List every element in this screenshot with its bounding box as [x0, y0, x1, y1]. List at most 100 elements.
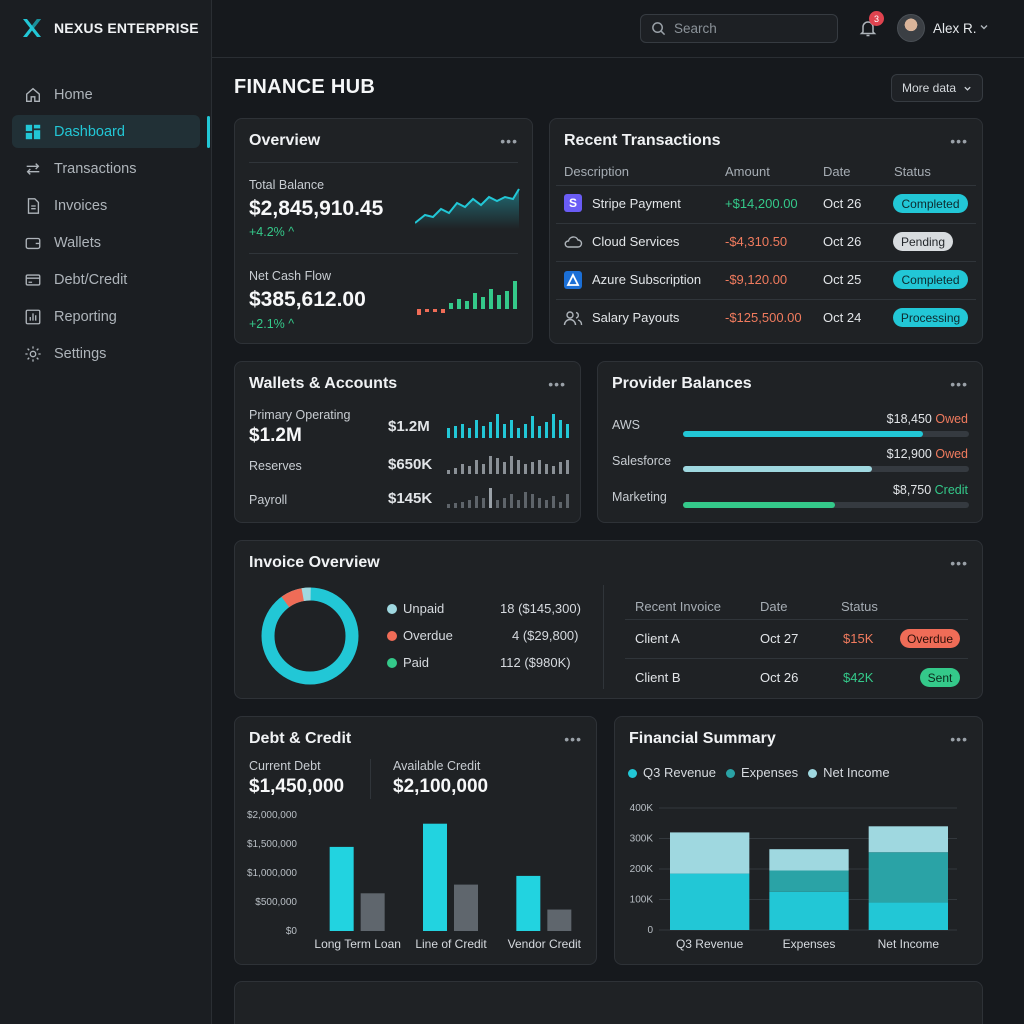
x-tick-label: Net Income [878, 937, 940, 951]
bar [360, 893, 385, 931]
table-row[interactable]: Client A Oct 27 $15K Overdue [625, 620, 970, 658]
legend-item: Q3 Revenue [628, 765, 716, 780]
table-row[interactable]: Cloud Services -$4,310.50 Oct 26 Pending [550, 224, 982, 262]
y-tick-label: $500,000 [255, 897, 297, 908]
transaction-description: Salary Payouts [592, 310, 680, 325]
people-icon [563, 311, 583, 326]
provider-balance-fill [683, 431, 924, 437]
chevron-down-icon [964, 86, 971, 91]
wallets-accounts-card: Wallets & Accounts ••• Primary Operating… [234, 361, 581, 523]
column-header-date: Date [823, 164, 851, 179]
total-balance-label: Total Balance [249, 178, 325, 192]
debt-more-icon[interactable]: ••• [564, 731, 582, 747]
y-tick-label: $2,000,000 [247, 810, 297, 821]
provider-balance-bar [683, 502, 969, 508]
transactions-more-icon[interactable]: ••• [950, 133, 968, 149]
sidebar-item-transactions[interactable]: Transactions [12, 152, 200, 185]
status-badge: Overdue [900, 629, 960, 648]
provider-state: Credit [934, 483, 968, 497]
invoice-legend-item: Paid [387, 655, 429, 670]
providers-more-icon[interactable]: ••• [950, 376, 968, 392]
sidebar-item-home[interactable]: Home [12, 78, 200, 111]
x-tick-label: Long Term Loan [314, 937, 401, 951]
cash-flow-bars [417, 281, 517, 315]
overview-more-icon[interactable]: ••• [500, 133, 518, 149]
net-cash-flow-label: Net Cash Flow [249, 269, 331, 283]
y-tick-label: 200K [630, 864, 654, 875]
account-value: $650K [388, 456, 433, 473]
provider-amount-value: $12,900 [886, 447, 932, 461]
bar-segment [769, 870, 849, 892]
y-tick-label: 100K [630, 895, 654, 906]
status-badge: Pending [893, 232, 953, 251]
sidebar-item-label: Debt/Credit [54, 271, 128, 288]
transaction-description: Azure Subscription [592, 272, 702, 287]
transaction-amount: +$14,200.00 [725, 196, 798, 211]
active-nav-indicator [207, 116, 210, 148]
arrows-exchange-icon [26, 162, 40, 175]
sidebar: NEXUS ENTERPRISE Home Dashboard Transact… [0, 0, 212, 1024]
stripe-icon: S [564, 194, 582, 212]
legend-dot [628, 769, 637, 778]
legend-dot [726, 769, 735, 778]
y-tick-label: $1,000,000 [247, 868, 297, 879]
legend-label: Q3 Revenue [643, 765, 716, 780]
sidebar-item-wallets[interactable]: Wallets [12, 226, 200, 259]
sidebar-item-label: Dashboard [54, 123, 125, 140]
table-row[interactable]: S Stripe Payment +$14,200.00 Oct 26 Comp… [550, 186, 982, 224]
legend-dot [387, 604, 397, 614]
provider-amount: $18,450 Owed [887, 412, 968, 426]
reserves-bars [447, 456, 569, 474]
provider-balance-bar [683, 431, 969, 437]
bar-segment [868, 826, 948, 853]
invoice-amount: $15K [843, 631, 874, 646]
bar-segment [769, 891, 849, 930]
invoice-client: Client A [635, 631, 680, 646]
user-name[interactable]: Alex R. [933, 21, 977, 36]
card-icon [25, 273, 41, 286]
sidebar-item-invoices[interactable]: Invoices [12, 189, 200, 222]
sidebar-item-debt-credit[interactable]: Debt/Credit [12, 263, 200, 296]
invoice-legend-value: 4 ($29,800) [512, 628, 579, 643]
sidebar-item-dashboard[interactable]: Dashboard [12, 115, 200, 148]
table-row[interactable]: Salary Payouts -$125,500.00 Oct 24 Proce… [550, 300, 982, 338]
chevron-down-icon[interactable] [979, 22, 989, 32]
status-badge: Sent [920, 668, 960, 687]
summary-more-icon[interactable]: ••• [950, 731, 968, 747]
legend-dot [387, 658, 397, 668]
account-name: Reserves [249, 459, 302, 473]
status-badge: Processing [893, 308, 968, 327]
invoice-title: Invoice Overview [249, 554, 380, 571]
provider-amount: $12,900 Owed [887, 447, 968, 461]
provider-state: Owed [935, 447, 968, 461]
financial-summary-bar-chart: 0 100K 200K 300K 400K Q3 Revenue Expenses Net I… [630, 803, 957, 951]
financial-summary-card: Financial Summary ••• Q3 Revenue Expense… [614, 716, 983, 965]
sidebar-item-reporting[interactable]: Reporting [12, 300, 200, 333]
sidebar-item-settings[interactable]: Settings [12, 337, 200, 370]
table-row[interactable]: Azure Subscription -$9,120.00 Oct 25 Com… [550, 262, 982, 300]
column-header-status: Status [894, 164, 931, 179]
account-name: Primary Operating [249, 408, 351, 422]
provider-amount-value: $8,750 [892, 483, 932, 497]
more-data-button[interactable]: More data [891, 74, 983, 102]
current-debt-label: Current Debt [249, 759, 321, 773]
table-row[interactable]: Client B Oct 26 $42K Sent [625, 659, 970, 697]
more-data-label: More data [901, 81, 957, 95]
legend-label: Paid [403, 655, 430, 670]
invoice-more-icon[interactable]: ••• [950, 555, 968, 571]
net-cash-flow-value: $385,612.00 [249, 288, 366, 311]
invoice-legend-item: Unpaid [387, 601, 444, 616]
wallets-more-icon[interactable]: ••• [548, 376, 566, 392]
provider-amount-value: $18,450 [886, 412, 932, 426]
avatar[interactable] [897, 14, 925, 42]
legend-dot [387, 631, 397, 641]
search-input[interactable] [674, 21, 824, 36]
transaction-date: Oct 25 [823, 272, 862, 287]
sidebar-nav: Home Dashboard Transactions Invoices Wal… [12, 78, 200, 374]
transaction-amount: -$4,310.50 [725, 234, 788, 249]
y-tick-label: $1,500,000 [247, 839, 297, 850]
legend-dot [808, 769, 818, 778]
divider [556, 223, 976, 224]
brand[interactable]: NEXUS ENTERPRISE [20, 16, 199, 40]
search-box[interactable] [640, 14, 838, 43]
